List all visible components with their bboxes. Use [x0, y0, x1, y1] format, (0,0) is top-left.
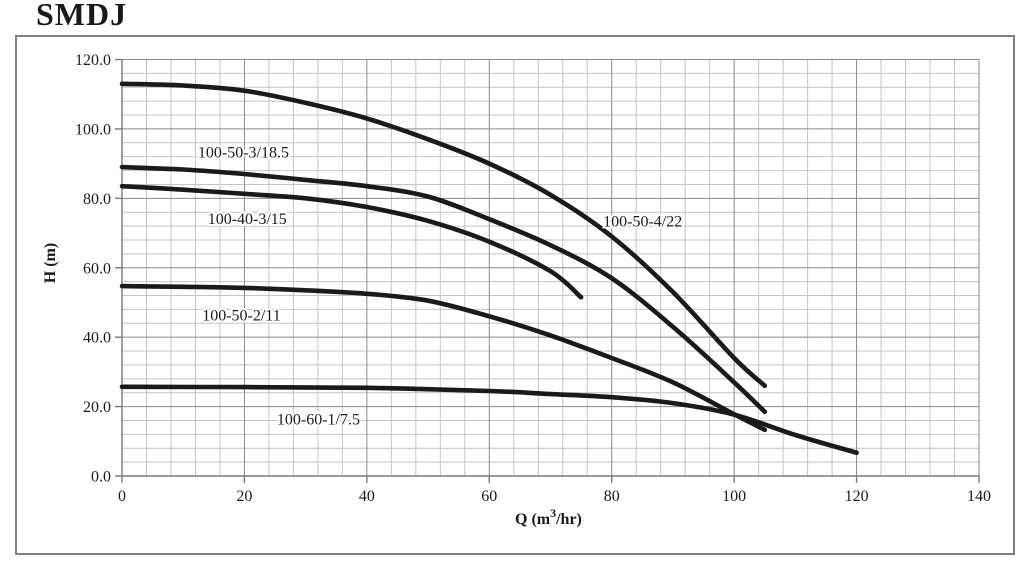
y-tick-label: 80.0: [83, 191, 111, 208]
x-tick-label: 20: [236, 488, 252, 505]
chart-title: SMDJ: [36, 0, 128, 32]
y-axis-title: H (m): [42, 243, 59, 283]
curve-label-100-50-4/22: 100-50-4/22: [603, 213, 682, 230]
curve-label-100-50-2/11: 100-50-2/11: [202, 307, 281, 324]
y-tick-label: 20.0: [83, 399, 111, 416]
curve-100-50-3/18.5: [119, 164, 768, 415]
curve-label-100-60-1/7.5: 100-60-1/7.5: [277, 412, 360, 429]
y-tick-label: 60.0: [83, 260, 111, 277]
x-axis-title: Q (m3/hr): [515, 506, 582, 528]
curve-100-40-3/15: [119, 183, 584, 300]
y-tick-label: 40.0: [83, 330, 111, 347]
y-tick-label: 0.0: [91, 469, 111, 486]
y-tick-label: 120.0: [75, 52, 111, 69]
x-tick-label: 80: [604, 488, 620, 505]
x-tick-label: 60: [481, 488, 497, 505]
y-tick-label: 100.0: [75, 121, 111, 138]
curve-label-100-40-3/15: 100-40-3/15: [208, 211, 287, 228]
curve-label-100-50-3/18.5: 100-50-3/18.5: [198, 144, 289, 161]
curve-100-50-2/11: [119, 283, 768, 433]
curve-100-60-1/7.5: [119, 384, 859, 455]
x-tick-label: 100: [722, 488, 746, 505]
chart-frame: [15, 35, 1015, 555]
x-tick-label: 120: [845, 488, 869, 505]
curve-100-50-4/22: [119, 81, 768, 389]
x-tick-label: 0: [118, 488, 126, 505]
x-tick-label: 40: [359, 488, 375, 505]
x-tick-label: 140: [967, 488, 991, 505]
